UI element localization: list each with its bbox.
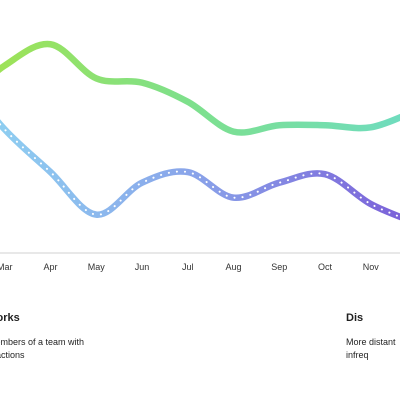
x-tick-label-mar: Mar: [0, 262, 13, 272]
x-tick-label-sep: Sep: [271, 262, 287, 272]
x-tick-label-jul: Jul: [182, 262, 194, 272]
x-tick-label-oct: Oct: [318, 262, 333, 272]
series-line-purple: [0, 119, 400, 221]
legend-right-desc-line2: infreq: [346, 350, 369, 360]
legend-right: Dis More distant infreq: [346, 312, 396, 362]
x-tick-label-jun: Jun: [135, 262, 150, 272]
legend-left-desc-line1: members of a team with: [0, 337, 85, 347]
legend-right-title: Dis: [346, 312, 364, 324]
x-tick-label-apr: Apr: [43, 262, 57, 272]
legend-left-desc-line2: eractions: [0, 350, 25, 360]
series-purple: [0, 119, 400, 221]
series-layer: [0, 40, 400, 221]
x-tick-label-aug: Aug: [225, 262, 241, 272]
series-line-green: [0, 40, 400, 136]
x-tick-label-may: May: [88, 262, 106, 272]
series-dots-purple: [0, 122, 400, 218]
series-green: [0, 40, 400, 136]
x-tick-label-nov: Nov: [363, 262, 380, 272]
legend-left-title: works: [0, 312, 20, 324]
x-tick-labels: Mar Apr May Jun Jul Aug Sep Oct Nov: [0, 262, 379, 272]
legend-right-desc-line1: More distant: [346, 337, 396, 347]
legend-left: works members of a team with eractions: [0, 312, 84, 362]
